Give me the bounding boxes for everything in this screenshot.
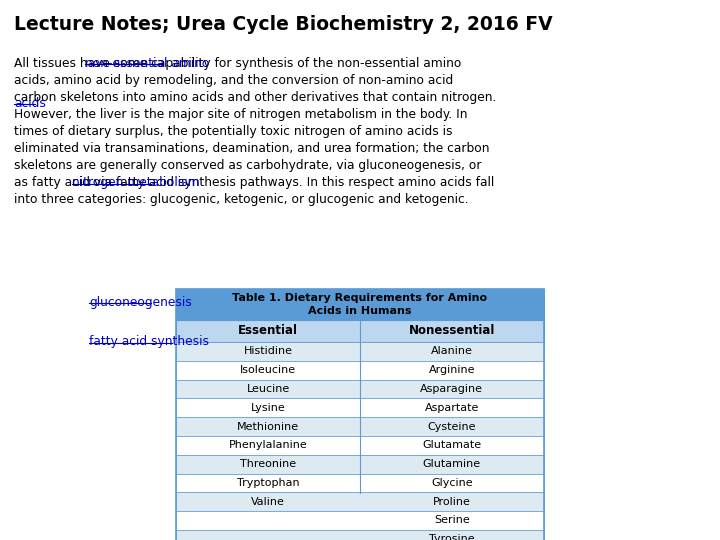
Text: Tryptophan: Tryptophan	[237, 478, 300, 488]
Bar	[176, 289, 544, 540]
FancyBboxPatch shape	[176, 492, 544, 511]
FancyBboxPatch shape	[176, 361, 544, 380]
Text: nitrogen metabolism: nitrogen metabolism	[72, 176, 200, 189]
Text: Tyrosine: Tyrosine	[429, 534, 474, 540]
Text: Phenylalanine: Phenylalanine	[229, 440, 307, 450]
Text: Asparagine: Asparagine	[420, 384, 483, 394]
FancyBboxPatch shape	[176, 342, 544, 361]
FancyBboxPatch shape	[176, 474, 544, 492]
FancyBboxPatch shape	[176, 530, 544, 540]
Text: Leucine: Leucine	[246, 384, 290, 394]
Text: fatty acid synthesis: fatty acid synthesis	[89, 335, 209, 348]
Text: Histidine: Histidine	[243, 347, 293, 356]
Text: Threonine: Threonine	[240, 459, 296, 469]
Text: Proline: Proline	[433, 497, 471, 507]
Text: non-essential amino: non-essential amino	[85, 57, 209, 70]
Text: Cysteine: Cysteine	[428, 422, 476, 431]
Text: Lecture Notes; Urea Cycle Biochemistry 2, 2016 FV: Lecture Notes; Urea Cycle Biochemistry 2…	[14, 15, 553, 34]
Text: Arginine: Arginine	[428, 365, 475, 375]
FancyBboxPatch shape	[176, 399, 544, 417]
Text: Glutamine: Glutamine	[423, 459, 481, 469]
Text: Isoleucine: Isoleucine	[240, 365, 296, 375]
FancyBboxPatch shape	[176, 417, 544, 436]
Text: Table 1. Dietary Requirements for Amino
Acids in Humans: Table 1. Dietary Requirements for Amino …	[233, 293, 487, 316]
FancyBboxPatch shape	[176, 380, 544, 399]
Text: gluconeogenesis: gluconeogenesis	[89, 295, 192, 308]
Text: Essential: Essential	[238, 325, 298, 338]
FancyBboxPatch shape	[176, 511, 544, 530]
Text: Methionine: Methionine	[237, 422, 300, 431]
FancyBboxPatch shape	[176, 455, 544, 474]
Text: Serine: Serine	[434, 516, 469, 525]
Text: Valine: Valine	[251, 497, 285, 507]
Text: acids: acids	[14, 97, 46, 110]
Text: All tissues have some capability for synthesis of the non-essential amino
acids,: All tissues have some capability for syn…	[14, 57, 497, 206]
Text: Glutamate: Glutamate	[422, 440, 482, 450]
FancyBboxPatch shape	[176, 320, 544, 342]
Text: Aspartate: Aspartate	[425, 403, 479, 413]
FancyBboxPatch shape	[176, 436, 544, 455]
Text: Nonessential: Nonessential	[409, 325, 495, 338]
Text: Glycine: Glycine	[431, 478, 472, 488]
FancyBboxPatch shape	[176, 289, 544, 320]
Text: Lysine: Lysine	[251, 403, 286, 413]
Text: Alanine: Alanine	[431, 347, 473, 356]
